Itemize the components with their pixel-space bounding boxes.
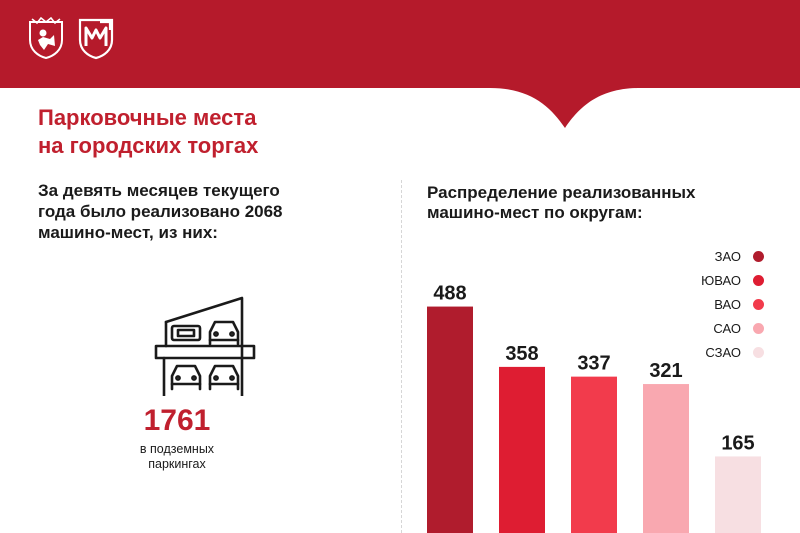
- legend-swatch: [753, 322, 764, 334]
- legend-swatch: [753, 298, 764, 310]
- header-banner: [0, 0, 800, 140]
- legend-item: СЗАО: [701, 340, 764, 364]
- underground-caption-line-1: в подземных: [139, 442, 215, 456]
- legend-swatch: [753, 274, 764, 286]
- underground-total-value: 1761: [143, 404, 211, 437]
- bar-chart: 488 358 337 321 165: [427, 283, 761, 533]
- legend-item: ЗАО: [701, 244, 764, 268]
- summary-line-2: года было реализовано 2068: [38, 202, 283, 221]
- legend-swatch: [753, 250, 764, 262]
- legend-item: ВАО: [701, 292, 764, 316]
- page-title-line-2: на городских торгах: [38, 133, 259, 158]
- legend-label: СЗАО: [705, 344, 741, 360]
- bar-value-label: 337: [577, 353, 610, 375]
- legend-label: ВАО: [714, 296, 741, 312]
- bar-1: [427, 306, 473, 533]
- moscow-crest-icon: [29, 16, 63, 60]
- bar-2: [499, 366, 545, 533]
- bar-value-label: 165: [721, 432, 754, 454]
- bar-value-label: 321: [649, 360, 682, 382]
- bar-5: [715, 456, 761, 533]
- bar-value-label: 358: [505, 343, 538, 365]
- legend-label: САО: [713, 320, 741, 336]
- underground-caption-line-2: паркингах: [148, 457, 206, 471]
- column-divider: [401, 180, 402, 533]
- summary-text: За девять месяцев текущего года было реа…: [38, 180, 358, 243]
- page-title-line-1: Парковочные места: [38, 105, 257, 130]
- legend-swatch: [753, 346, 764, 358]
- underground-caption: в подземных паркингах: [118, 442, 236, 472]
- bar-4: [643, 384, 689, 533]
- header-shape: [0, 0, 800, 128]
- bar-value-label: 488: [433, 283, 466, 305]
- legend-label: ЗАО: [714, 248, 741, 264]
- legend-label: ЮВАО: [701, 272, 741, 288]
- page-title: Парковочные места на городских торгах: [38, 104, 258, 160]
- chart-title: Распределение реализованных машино-мест …: [427, 183, 787, 223]
- chart-title-line-2: машино-мест по округам:: [427, 203, 643, 222]
- summary-line-1: За девять месяцев текущего: [38, 181, 280, 200]
- summary-line-3: машино-мест, из них:: [38, 223, 218, 242]
- legend-item: ЮВАО: [701, 268, 764, 292]
- chart-legend: ЗАО ЮВАО ВАО САО СЗАО: [701, 244, 764, 364]
- mos-logo-icon: [78, 18, 114, 60]
- chart-title-line-1: Распределение реализованных: [427, 183, 696, 202]
- legend-item: САО: [701, 316, 764, 340]
- bar-3: [571, 376, 617, 533]
- parking-garage-icon: [154, 296, 256, 396]
